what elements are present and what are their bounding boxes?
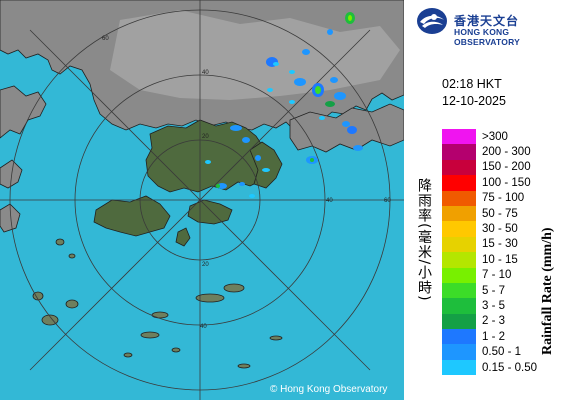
legend-row: >300 <box>442 129 537 145</box>
legend-row: 30 - 50 <box>442 221 537 237</box>
legend-row: 100 - 150 <box>442 175 537 191</box>
legend-label: 10 - 15 <box>482 253 518 266</box>
legend-row: 3 - 5 <box>442 298 537 314</box>
hk-island <box>187 199 233 225</box>
legend-label: 50 - 75 <box>482 207 518 220</box>
legend-swatch <box>442 313 476 330</box>
legend-row: 75 - 100 <box>442 190 537 206</box>
legend-label: >300 <box>482 130 508 143</box>
legend-row: 50 - 75 <box>442 205 537 222</box>
west-peninsula-2 <box>0 159 23 189</box>
legend-swatch <box>442 282 476 299</box>
radar-map[interactable]: 20 40 60 20 40 60 40 © Hong Kong Observa… <box>0 0 404 400</box>
range-label-20-top: 20 <box>202 134 209 140</box>
legend-label: 0.50 - 1 <box>482 346 521 359</box>
observation-time: 02:18 HKT <box>442 77 502 91</box>
legend-label: 3 - 5 <box>482 299 506 312</box>
legend-swatch <box>442 129 476 145</box>
legend-label: 150 - 200 <box>482 161 531 174</box>
legend-swatch <box>442 205 476 222</box>
range-label-60-right: 60 <box>384 198 391 204</box>
lamma-island <box>175 227 191 247</box>
legend-row: 0.15 - 0.50 <box>442 359 537 376</box>
rain-echoes <box>205 12 363 198</box>
legend-swatch <box>442 236 476 253</box>
legend-row: 2 - 3 <box>442 313 537 330</box>
legend-label: 30 - 50 <box>482 223 518 236</box>
legend-row: 7 - 10 <box>442 267 537 283</box>
small-islands <box>32 238 283 369</box>
legend-label: 200 - 300 <box>482 146 531 159</box>
legend-swatch <box>442 252 476 268</box>
range-rings <box>0 0 404 400</box>
legend-swatch <box>442 175 476 191</box>
legend-row: 200 - 300 <box>442 144 537 160</box>
observation-date: 12-10-2025 <box>442 94 506 108</box>
legend-row: 0.50 - 1 <box>442 344 537 360</box>
org-name-en: HONG KONG OBSERVATORY <box>454 27 520 47</box>
legend-label: 0.15 - 0.50 <box>482 361 537 374</box>
legend-swatch <box>442 267 476 283</box>
legend-title-en: Rainfall Rate (mm/h) <box>540 227 555 355</box>
range-label-60-top: 60 <box>102 36 109 42</box>
range-label-40-top: 40 <box>202 70 209 76</box>
legend-row: 1 - 2 <box>442 329 537 345</box>
range-label-40-bottom: 40 <box>200 324 207 330</box>
legend-row: 150 - 200 <box>442 159 537 176</box>
info-panel: 香港天文台 HONG KONG OBSERVATORY 02:18 HKT 12… <box>404 0 577 400</box>
legend-swatch <box>442 329 476 345</box>
legend-row: 5 - 7 <box>442 282 537 299</box>
legend-swatch <box>442 344 476 360</box>
rainfall-legend: >300 200 - 300 150 - 200 100 - 150 75 - 100 5… <box>442 129 537 376</box>
legend-label: 5 - 7 <box>482 284 506 297</box>
copyright-text: © Hong Kong Observatory <box>270 384 388 395</box>
range-label-40-right: 40 <box>326 198 333 204</box>
legend-title-zh: 降雨率(毫米/小時) <box>416 178 432 302</box>
legend-row: 15 - 30 <box>442 236 537 253</box>
legend-label: 75 - 100 <box>482 192 525 205</box>
hk-new-territories <box>145 119 269 193</box>
legend-swatch <box>442 359 476 376</box>
legend-label: 2 - 3 <box>482 315 506 328</box>
legend-label: 15 - 30 <box>482 238 518 251</box>
hk-sai-kung <box>249 141 283 189</box>
legend-label: 7 - 10 <box>482 269 512 282</box>
east-land <box>289 103 404 153</box>
legend-swatch <box>442 298 476 314</box>
legend-label: 1 - 2 <box>482 330 506 343</box>
hko-logo-icon <box>417 8 447 34</box>
legend-swatch <box>442 221 476 237</box>
org-name-zh: 香港天文台 <box>454 14 520 28</box>
range-label-20-bottom: 20 <box>202 262 209 268</box>
lantau-island <box>93 195 171 237</box>
legend-swatch <box>442 190 476 206</box>
legend-swatch <box>442 159 476 176</box>
range-labels: 20 40 60 20 40 60 40 <box>102 36 391 330</box>
legend-label: 100 - 150 <box>482 176 531 189</box>
legend-row: 10 - 15 <box>442 252 537 268</box>
legend-swatch <box>442 144 476 160</box>
hko-logo: 香港天文台 HONG KONG OBSERVATORY <box>416 6 576 47</box>
radar-map-canvas: 20 40 60 20 40 60 40 <box>0 0 404 400</box>
west-peninsula <box>0 85 47 139</box>
